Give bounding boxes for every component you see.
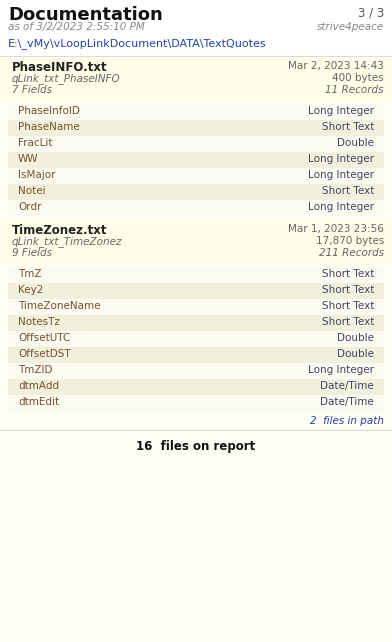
Text: strive4peace: strive4peace [317, 22, 384, 32]
Text: PhaseINFO.txt: PhaseINFO.txt [12, 61, 108, 74]
Bar [8, 315, 384, 331]
Bar [8, 267, 384, 283]
Text: Short Text: Short Text [321, 317, 374, 327]
Bar [8, 363, 384, 379]
Text: E:\_vMy\vLoopLinkDocument\DATA\TextQuotes: E:\_vMy\vLoopLinkDocument\DATA\TextQuote… [8, 38, 267, 49]
Text: WW: WW [18, 154, 38, 164]
Bar [8, 299, 384, 315]
Text: Short Text: Short Text [321, 186, 374, 196]
Text: Long Integer: Long Integer [308, 154, 374, 164]
Text: Key2: Key2 [18, 285, 44, 295]
Bar [8, 184, 384, 200]
Text: Notei: Notei [18, 186, 45, 196]
Bar [8, 120, 384, 136]
Text: Long Integer: Long Integer [308, 106, 374, 116]
Text: Double: Double [337, 138, 374, 148]
Text: Short Text: Short Text [321, 122, 374, 132]
Bar [8, 136, 384, 152]
Text: Date/Time: Date/Time [320, 397, 374, 407]
Bar [8, 152, 384, 168]
Text: NotesTz: NotesTz [18, 317, 60, 327]
Text: OffsetDST: OffsetDST [18, 349, 71, 359]
Text: Documentation: Documentation [8, 6, 163, 24]
Text: Mar 1, 2023 23:56: Mar 1, 2023 23:56 [288, 224, 384, 234]
Text: 7 Fields: 7 Fields [12, 85, 52, 95]
Bar [8, 331, 384, 347]
Text: Short Text: Short Text [321, 301, 374, 311]
Text: 17,870 bytes: 17,870 bytes [316, 236, 384, 246]
Text: Ordr: Ordr [18, 202, 42, 212]
Text: Mar 2, 2023 14:43: Mar 2, 2023 14:43 [288, 61, 384, 71]
Bar [8, 200, 384, 216]
Bar [8, 283, 384, 299]
Bar [8, 104, 384, 120]
Text: PhaseName: PhaseName [18, 122, 80, 132]
Text: 211 Records: 211 Records [319, 248, 384, 258]
Text: qLink_txt_TimeZonez: qLink_txt_TimeZonez [12, 236, 122, 247]
Text: TimeZoneName: TimeZoneName [18, 301, 100, 311]
Text: Long Integer: Long Integer [308, 365, 374, 375]
Bar [0, 58, 392, 102]
Text: Short Text: Short Text [321, 269, 374, 279]
Text: Short Text: Short Text [321, 285, 374, 295]
Text: Date/Time: Date/Time [320, 381, 374, 391]
Bar [8, 347, 384, 363]
Text: 11 Records: 11 Records [325, 85, 384, 95]
Bar [8, 379, 384, 395]
Text: dtmEdit: dtmEdit [18, 397, 59, 407]
Text: Double: Double [337, 333, 374, 343]
Text: Long Integer: Long Integer [308, 170, 374, 180]
Text: 9 Fields: 9 Fields [12, 248, 52, 258]
Bar [8, 168, 384, 184]
Text: OffsetUTC: OffsetUTC [18, 333, 70, 343]
Bar [0, 221, 392, 265]
Text: 16  files on report: 16 files on report [136, 440, 256, 453]
Bar [8, 395, 384, 411]
Text: 400 bytes: 400 bytes [332, 73, 384, 83]
Text: PhaseInfoID: PhaseInfoID [18, 106, 80, 116]
Text: 3 / 3: 3 / 3 [358, 6, 384, 19]
Text: TimeZonez.txt: TimeZonez.txt [12, 224, 107, 237]
Text: qLink_txt_PhaseINFO: qLink_txt_PhaseINFO [12, 73, 121, 84]
Text: 2  files in path: 2 files in path [310, 416, 384, 426]
Text: Double: Double [337, 349, 374, 359]
Text: FracLit: FracLit [18, 138, 53, 148]
Text: TmZ: TmZ [18, 269, 42, 279]
Text: dtmAdd: dtmAdd [18, 381, 59, 391]
Bar [0, 0, 392, 70]
Text: Long Integer: Long Integer [308, 202, 374, 212]
Text: IsMajor: IsMajor [18, 170, 56, 180]
Text: TmZID: TmZID [18, 365, 53, 375]
Text: as of 3/2/2023 2:55:10 PM: as of 3/2/2023 2:55:10 PM [8, 22, 145, 32]
